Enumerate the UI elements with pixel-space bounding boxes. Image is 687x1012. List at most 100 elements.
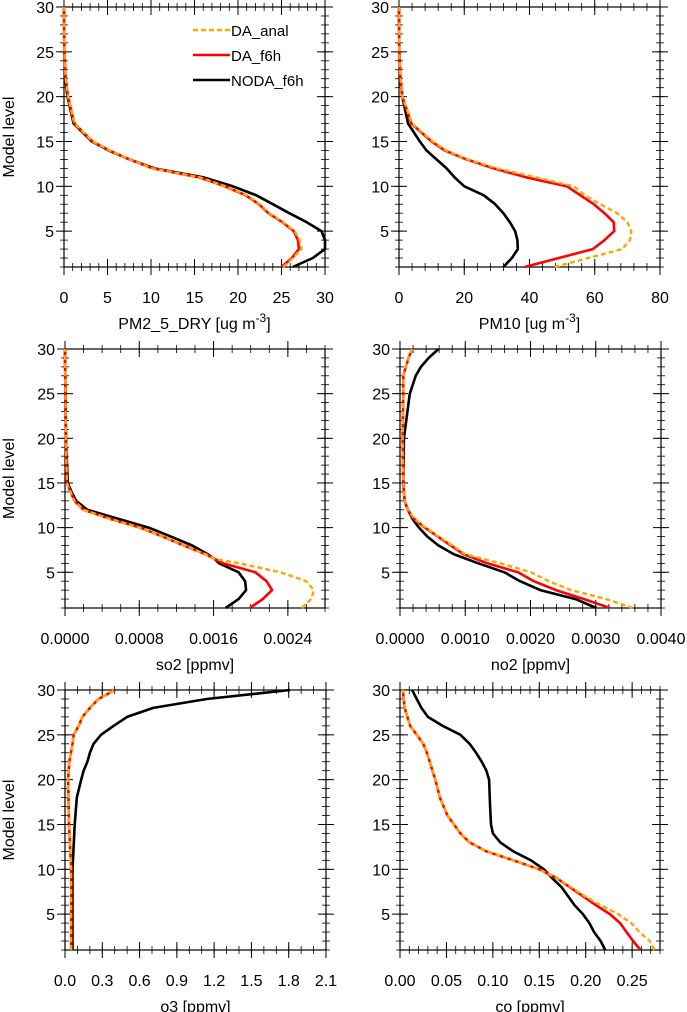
panel-3: 5 10 15 20 25 30 0.0000 0.0008 0.0016 0.0024 so2 [… [1, 341, 333, 674]
x-axis-title-text: co [ppmv] [495, 999, 564, 1012]
y-tick-label: 5 [45, 224, 54, 241]
x-tick-label: 0.0020 [506, 631, 555, 648]
x-tick-label: 0.0016 [189, 631, 238, 648]
plot-frame [63, 6, 326, 268]
y-tick-label: 20 [372, 431, 390, 448]
series-line-noda-f6h [397, 6, 520, 268]
y-tick-label: 25 [371, 45, 389, 62]
x-tick-label: 15 [186, 290, 204, 307]
x-axis-title-text: ] [576, 316, 580, 333]
x-axis-title-text: so2 [ppmv] [156, 657, 234, 674]
x-tick-label: 0.6 [128, 973, 150, 990]
x-tick-label: 0.0 [54, 973, 76, 990]
x-axis-title: PM2_5_DRY [ug m-3] [118, 311, 270, 333]
x-tick-label: 0.0000 [41, 631, 90, 648]
x-tick-label: 0.20 [570, 973, 601, 990]
y-tick-label: 30 [372, 683, 390, 700]
series-line-da-f6h [401, 689, 642, 951]
x-tick-label: 0 [395, 290, 404, 307]
plot-frame [64, 348, 326, 609]
y-tick-label: 5 [46, 565, 55, 582]
x-tick-label: 0.0000 [376, 631, 425, 648]
plot-frame [399, 348, 662, 609]
y-tick-label: 30 [372, 342, 390, 359]
series-line-noda-f6h [62, 6, 327, 269]
series-line-noda-f6h [71, 688, 291, 950]
x-tick-label: 30 [316, 290, 334, 307]
x-tick-label: 0.05 [431, 973, 462, 990]
y-tick-label: 10 [37, 862, 55, 879]
x-axis-title: o3 [ppmv] [160, 999, 230, 1012]
y-tick-label: 10 [36, 179, 54, 196]
legend-label: DA_f6h [231, 48, 281, 65]
series-line-da-anal [66, 688, 116, 950]
series-line-noda-f6h [401, 348, 597, 610]
series-line-da-anal [63, 348, 316, 609]
x-axis-title-superscript: -3 [565, 311, 576, 325]
y-tick-label: 30 [36, 0, 54, 17]
x-axis-title-superscript: -3 [256, 311, 267, 325]
series-line-da-anal [401, 689, 656, 951]
x-tick-label: 0.3 [91, 973, 113, 990]
x-tick-label: 0.00 [384, 973, 415, 990]
y-tick-label: 25 [36, 45, 54, 62]
x-tick-label: 0 [60, 290, 69, 307]
x-axis-title-text: no2 [ppmv] [491, 657, 570, 674]
series-line-da-anal [397, 6, 633, 269]
x-axis-title: no2 [ppmv] [491, 657, 570, 674]
y-tick-label: 30 [371, 0, 389, 17]
x-tick-label: 0.0008 [115, 631, 164, 648]
x-tick-label: 0.0010 [441, 631, 490, 648]
x-tick-label: 0.0040 [637, 631, 686, 648]
x-tick-label: 1.2 [203, 973, 225, 990]
panel-2: 5 10 15 20 25 30 0 20 40 60 80 PM10 [ug m-3] [371, 0, 669, 333]
y-tick-label: 20 [37, 431, 55, 448]
panel-6: 5 10 15 20 25 30 0.00 0.05 0.10 0.15 0.20 0.25 co [p… [372, 682, 668, 1012]
y-tick-label: 30 [37, 683, 55, 700]
x-tick-label: 25 [273, 290, 291, 307]
y-tick-label: 25 [372, 728, 390, 745]
x-tick-label: 1.8 [278, 973, 300, 990]
y-axis-title: Model level [1, 97, 18, 178]
y-tick-label: 15 [36, 134, 54, 151]
y-tick-label: 15 [371, 134, 389, 151]
y-tick-label: 20 [36, 90, 54, 107]
plot-frame [64, 689, 327, 951]
x-tick-label: 40 [521, 290, 539, 307]
x-tick-label: 20 [229, 290, 247, 307]
y-tick-label: 5 [381, 907, 390, 924]
legend-label: NODA_f6h [231, 73, 304, 90]
y-tick-label: 20 [37, 773, 55, 790]
y-tick-label: 20 [372, 773, 390, 790]
x-tick-label: 20 [455, 290, 473, 307]
panel-5: 5 10 15 20 25 30 0.0 0.3 0.6 0.9 1.2 1.5 1.8 2.1 o3 [p… [1, 682, 337, 1012]
x-tick-label: 10 [142, 290, 160, 307]
x-tick-label: 2.1 [315, 973, 337, 990]
panel-1: 5 10 15 20 25 30 0 5 10 15 20 25 30 PM2_5_DRY [ug m-3… [1, 0, 334, 333]
y-tick-label: 10 [372, 521, 390, 538]
y-tick-label: 5 [380, 224, 389, 241]
y-tick-label: 15 [37, 817, 55, 834]
series-line-da-anal [401, 348, 634, 610]
y-tick-label: 15 [372, 817, 390, 834]
x-tick-label: 5 [103, 290, 112, 307]
series-line-da-f6h [401, 348, 611, 610]
x-axis-title: so2 [ppmv] [156, 657, 234, 674]
y-tick-label: 5 [46, 907, 55, 924]
series-line-da-anal [62, 6, 303, 268]
y-tick-label: 15 [37, 476, 55, 493]
y-tick-label: 25 [37, 387, 55, 404]
y-axis-title: Model level [1, 780, 18, 861]
y-tick-label: 15 [372, 476, 390, 493]
panel-4: 5 10 15 20 25 30 0.0000 0.0010 0.0020 0.0030 0.004… [372, 341, 686, 674]
x-tick-label: 80 [651, 290, 669, 307]
y-tick-label: 10 [372, 862, 390, 879]
x-tick-label: 0.25 [617, 973, 648, 990]
y-tick-label: 10 [37, 521, 55, 538]
legend-label: DA_anal [231, 23, 289, 40]
x-axis-title-text: o3 [ppmv] [160, 999, 230, 1012]
plot-frame [398, 6, 661, 268]
x-axis-title: PM10 [ug m-3] [479, 311, 580, 333]
y-tick-label: 20 [371, 90, 389, 107]
